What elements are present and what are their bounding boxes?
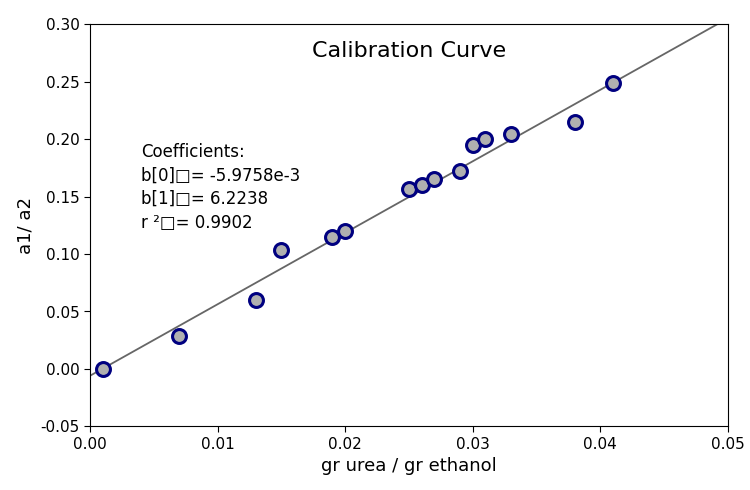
Point — [250, 296, 262, 304]
Point — [454, 168, 466, 175]
Point — [403, 185, 415, 193]
Point — [568, 118, 580, 126]
Text: Calibration Curve: Calibration Curve — [312, 41, 506, 61]
Point — [339, 227, 351, 235]
Point — [416, 181, 428, 189]
Text: Coefficients:
b[0]□= -5.9758e-3
b[1]□= 6.2238
r ²□= 0.9902: Coefficients: b[0]□= -5.9758e-3 b[1]□= 6… — [141, 143, 300, 232]
Point — [428, 175, 440, 183]
Point — [505, 130, 517, 138]
Point — [97, 365, 109, 373]
Point — [479, 135, 491, 143]
Y-axis label: a1/ a2: a1/ a2 — [16, 197, 34, 254]
X-axis label: gr urea / gr ethanol: gr urea / gr ethanol — [321, 457, 496, 475]
Point — [466, 141, 478, 149]
Point — [173, 332, 185, 340]
Point — [607, 79, 619, 87]
Point — [326, 233, 338, 241]
Point — [275, 245, 287, 253]
